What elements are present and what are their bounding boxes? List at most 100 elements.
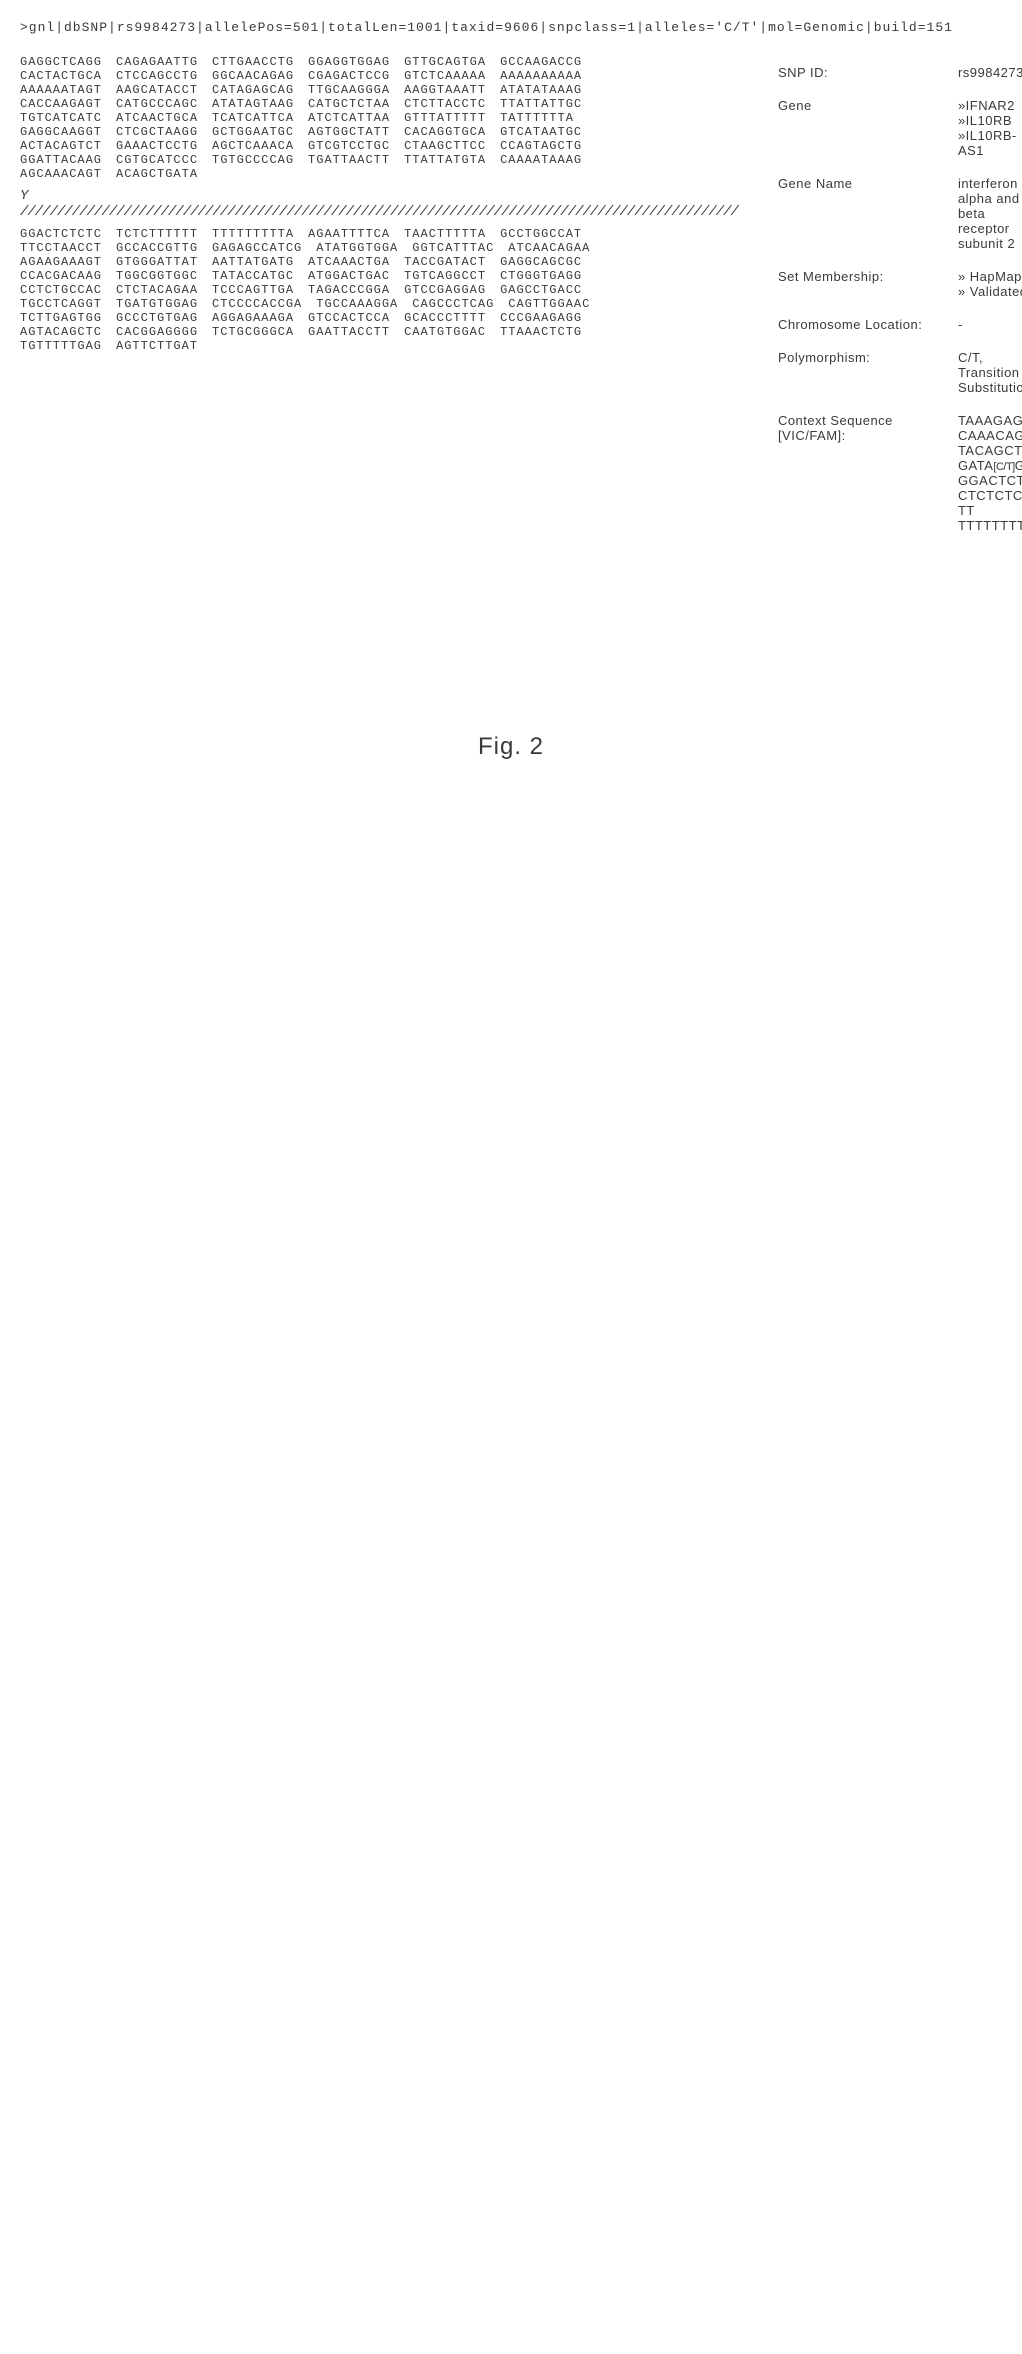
sequence-block: CTAAGCTTCC xyxy=(404,139,486,153)
upper-sequence-block: GAGGCTCAGGCAGAGAATTGCTTGAACCTGGGAGGTGGAG… xyxy=(20,55,738,181)
sequence-block: TGCCAAAGGA xyxy=(316,297,398,311)
sequence-block: AGGAGAAAGA xyxy=(212,311,294,325)
context-line-1: TAAAGAGCAAACAGTACAGCTGATA[C/T]GGGACTCTCT… xyxy=(958,413,1022,518)
sequence-block: GGTCATTTAC xyxy=(412,241,494,255)
sequence-block: AAGCATACCT xyxy=(116,83,198,97)
sequence-block: GTCCGAGGAG xyxy=(404,283,486,297)
sequence-block: ATGGACTGAC xyxy=(308,269,390,283)
chromosome-row: Chromosome Location: - xyxy=(778,317,1022,332)
sequence-block: TTCCTAACCT xyxy=(20,241,102,255)
sequence-row: AAAAAATAGTAAGCATACCTCATAGAGCAGTTGCAAGGGA… xyxy=(20,83,738,97)
sequence-block: CACCAAGAGT xyxy=(20,97,102,111)
sequence-block: GCACCCTTTT xyxy=(404,311,486,325)
chromosome-value: - xyxy=(958,317,1022,332)
sequence-block: TTATTATGTA xyxy=(404,153,486,167)
sequence-block: TCCCAGTTGA xyxy=(212,283,294,297)
sequence-block: GTTTATTTTT xyxy=(404,111,486,125)
sequence-block: TGTTTTTGAG xyxy=(20,339,102,353)
sequence-row: CCTCTGCCACCTCTACAGAATCCCAGTTGATAGACCCGGA… xyxy=(20,283,738,297)
divider-line xyxy=(20,188,738,220)
sequence-block: ATCAACTGCA xyxy=(116,111,198,125)
gene-row: Gene »IFNAR2 »IL10RB »IL10RB-AS1 xyxy=(778,98,1022,158)
sequence-block: CCTCTGCCAC xyxy=(20,283,102,297)
sequence-block: ATCAAACTGA xyxy=(308,255,390,269)
sequence-block: TTGCAAGGGA xyxy=(308,83,390,97)
sequence-block: GCCACCGTTG xyxy=(116,241,198,255)
sequence-block: TATACCATGC xyxy=(212,269,294,283)
sequence-block: GAAACTCCTG xyxy=(116,139,198,153)
sequence-block: ATATATAAAG xyxy=(500,83,582,97)
sequence-row: GGATTACAAGCGTGCATCCCTGTGCCCCAGTGATTAACTT… xyxy=(20,153,738,167)
sequence-row: AGAAGAAAGTGTGGGATTATAATTATGATGATCAAACTGA… xyxy=(20,255,738,269)
sequence-block: GGACTCTCTC xyxy=(20,227,102,241)
sequence-block: CTCCAGCCTG xyxy=(116,69,198,83)
chromosome-label: Chromosome Location: xyxy=(778,317,958,332)
set-membership-value: » HapMap » Validated xyxy=(958,269,1022,299)
sequence-block: CAGAGAATTG xyxy=(116,55,198,69)
sequence-block: TCATCATTCA xyxy=(212,111,294,125)
context-sequence-value: TAAAGAGCAAACAGTACAGCTGATA[C/T]GGGACTCTCT… xyxy=(958,413,1022,533)
sequence-block: TATTTTTTA xyxy=(500,111,574,125)
sequence-block: ACTACAGTCT xyxy=(20,139,102,153)
sequence-block: CACAGGTGCA xyxy=(404,125,486,139)
sequence-block: CTGGGTGAGG xyxy=(500,269,582,283)
sequence-block: GTGGGATTAT xyxy=(116,255,198,269)
sequence-block: CGTGCATCCC xyxy=(116,153,198,167)
snp-id-value: rs9984273 xyxy=(958,65,1022,80)
sequence-block: TGCCTCAGGT xyxy=(20,297,102,311)
sequence-block: GCCTGGCCAT xyxy=(500,227,582,241)
snp-id-label: SNP ID: xyxy=(778,65,958,80)
sequence-block: GAGCCTGACC xyxy=(500,283,582,297)
sequence-block: CATGCCCAGC xyxy=(116,97,198,111)
sequence-row: TGTTTTTGAG AGTTCTTGAT xyxy=(20,339,738,353)
sequence-block: CGAGACTCCG xyxy=(308,69,390,83)
sequence-row: TGTCATCATCATCAACTGCATCATCATTCAATCTCATTAA… xyxy=(20,111,738,125)
sequence-block: AGTGGCTATT xyxy=(308,125,390,139)
sequence-block: AGAATTTTCA xyxy=(308,227,390,241)
sequence-block: CTCTACAGAA xyxy=(116,283,198,297)
sequence-block: GTCCACTCCA xyxy=(308,311,390,325)
sequence-block: CAAAATAAAG xyxy=(500,153,582,167)
sequence-block: CATGCTCTAA xyxy=(308,97,390,111)
sequence-row: CACTACTGCACTCCAGCCTGGGCAACAGAGCGAGACTCCG… xyxy=(20,69,738,83)
sequence-block: GAGGCAGCGC xyxy=(500,255,582,269)
sequence-row: GAGGCAAGGTCTCGCTAAGGGCTGGAATGCAGTGGCTATT… xyxy=(20,125,738,139)
sequence-block: CATAGAGCAG xyxy=(212,83,294,97)
sequence-block: TAACTTTTTA xyxy=(404,227,486,241)
sequence-block: TGGCGGTGGC xyxy=(116,269,198,283)
sequence-block: AGTTCTTGAT xyxy=(116,339,198,353)
sequence-block: TCTGCGGGCA xyxy=(212,325,294,339)
sequence-block: GAGGCTCAGG xyxy=(20,55,102,69)
info-panel: SNP ID: rs9984273 Gene »IFNAR2 »IL10RB »… xyxy=(778,65,1022,533)
sequence-block: CAATGTGGAC xyxy=(404,325,486,339)
sequence-block: GCTGGAATGC xyxy=(212,125,294,139)
sequence-block: ATCAACAGAA xyxy=(508,241,590,255)
sequence-block: TGATTAACTT xyxy=(308,153,390,167)
sequence-block: GCCCTGTGAG xyxy=(116,311,198,325)
sequence-row: CCACGACAAG TGGCGGTGGC TATACCATGC ATGGACTGAC… xyxy=(20,269,738,283)
gene-name-label: Gene Name xyxy=(778,176,958,251)
polymorphism-value: C/T, Transition Substitution xyxy=(958,350,1022,395)
sequence-block: TCTCTTTTTT xyxy=(116,227,198,241)
sequence-block: CTTGAACCTG xyxy=(212,55,294,69)
sequence-block: CTCTTACCTC xyxy=(404,97,486,111)
sequence-block: AGCTCAAACA xyxy=(212,139,294,153)
sequence-block: ATATAGTAAG xyxy=(212,97,294,111)
sequence-block: ACAGCTGATA xyxy=(116,167,198,181)
sequence-block: CAGTTGGAAC xyxy=(508,297,590,311)
sequence-block: CTCGCTAAGG xyxy=(116,125,198,139)
sequence-row: TCTTGAGTGGGCCCTGTGAGAGGAGAAAGAGTCCACTCCA… xyxy=(20,311,738,325)
main-content: GAGGCTCAGGCAGAGAATTGCTTGAACCTGGGAGGTGGAG… xyxy=(20,55,1002,533)
set-membership-row: Set Membership: » HapMap » Validated xyxy=(778,269,1022,299)
sequence-row: TGCCTCAGGTTGATGTGGAGCTCCCCACCGATGCCAAAGG… xyxy=(20,297,738,311)
context-line-2: TTTTTTTT xyxy=(958,518,1022,533)
sequence-row: AGTACAGCTCCACGGAGGGGTCTGCGGGCAGAATTACCTT… xyxy=(20,325,738,339)
snp-id-row: SNP ID: rs9984273 xyxy=(778,65,1022,80)
context-sequence-label: Context Sequence [VIC/FAM]: xyxy=(778,413,958,533)
sequence-block: CCACGACAAG xyxy=(20,269,102,283)
sequence-block: TGTCAGGCCT xyxy=(404,269,486,283)
sequence-block: AAAAAAAAAA xyxy=(500,69,582,83)
sequence-block: AGTACAGCTC xyxy=(20,325,102,339)
sequence-block: AATTATGATG xyxy=(212,255,294,269)
sequence-block: GAATTACCTT xyxy=(308,325,390,339)
